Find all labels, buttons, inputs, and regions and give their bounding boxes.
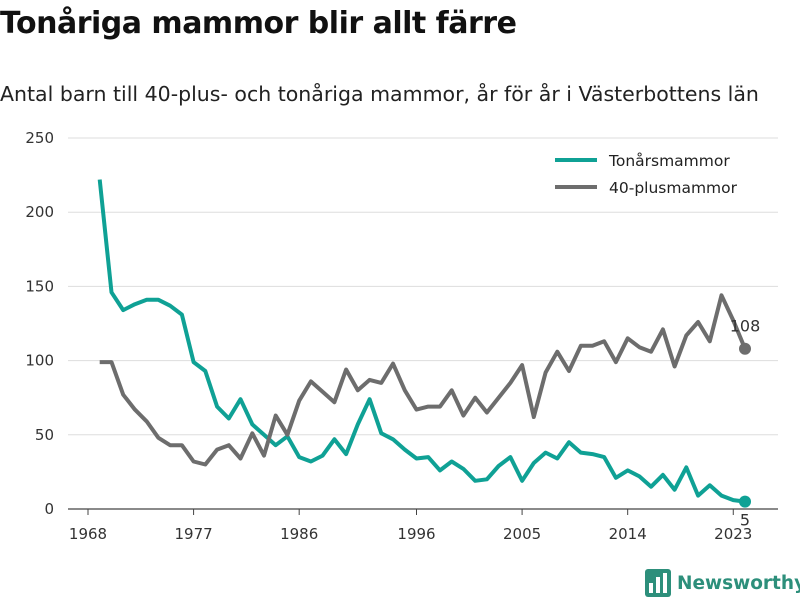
end-point-marker: [739, 495, 751, 508]
legend-label: Tonårsmammor: [608, 152, 730, 170]
x-tick-label: 1996: [397, 525, 435, 543]
y-tick-label: 250: [25, 129, 54, 147]
end-value-label: 108: [730, 317, 761, 336]
y-tick-label: 50: [35, 426, 54, 444]
y-axis-ticks: 0 50 100 150 200 250: [25, 129, 54, 518]
series-line-tonarsmammor: [97, 179, 746, 504]
y-tick-label: 150: [25, 277, 54, 295]
x-tick-label: 2014: [609, 525, 647, 543]
series-line-40-plusmammor: [99, 293, 747, 467]
x-tick-label: 2005: [503, 525, 541, 543]
legend-label: 40-plusmammor: [609, 179, 738, 197]
y-tick-label: 100: [25, 352, 54, 370]
x-tick-label: 1977: [174, 525, 212, 543]
x-tick-label: 1968: [69, 525, 107, 543]
x-tick-label: 1986: [280, 525, 318, 543]
end-point-marker: [739, 342, 751, 355]
chart-subtitle: Antal barn till 40-plus- och tonåriga ma…: [0, 82, 759, 106]
y-tick-label: 0: [44, 500, 54, 518]
end-value-label: 5: [740, 511, 750, 530]
x-tick-label: 2023: [714, 525, 752, 543]
chart-title: Tonåriga mammor blir allt färre: [0, 6, 517, 41]
y-tick-label: 200: [25, 203, 54, 221]
x-axis-ticks: 1968 1977 1986 1996 2005 2014 2023: [69, 509, 752, 543]
gridlines: [68, 137, 778, 510]
newsworthy-brand: Newsworthy: [645, 568, 800, 598]
brand-name: Newsworthy: [677, 572, 800, 594]
legend: Tonårsmammor 40-plusmammor: [555, 152, 738, 197]
series-lines: 5 108: [97, 179, 761, 530]
bar-chart-logo-icon: [645, 569, 671, 597]
